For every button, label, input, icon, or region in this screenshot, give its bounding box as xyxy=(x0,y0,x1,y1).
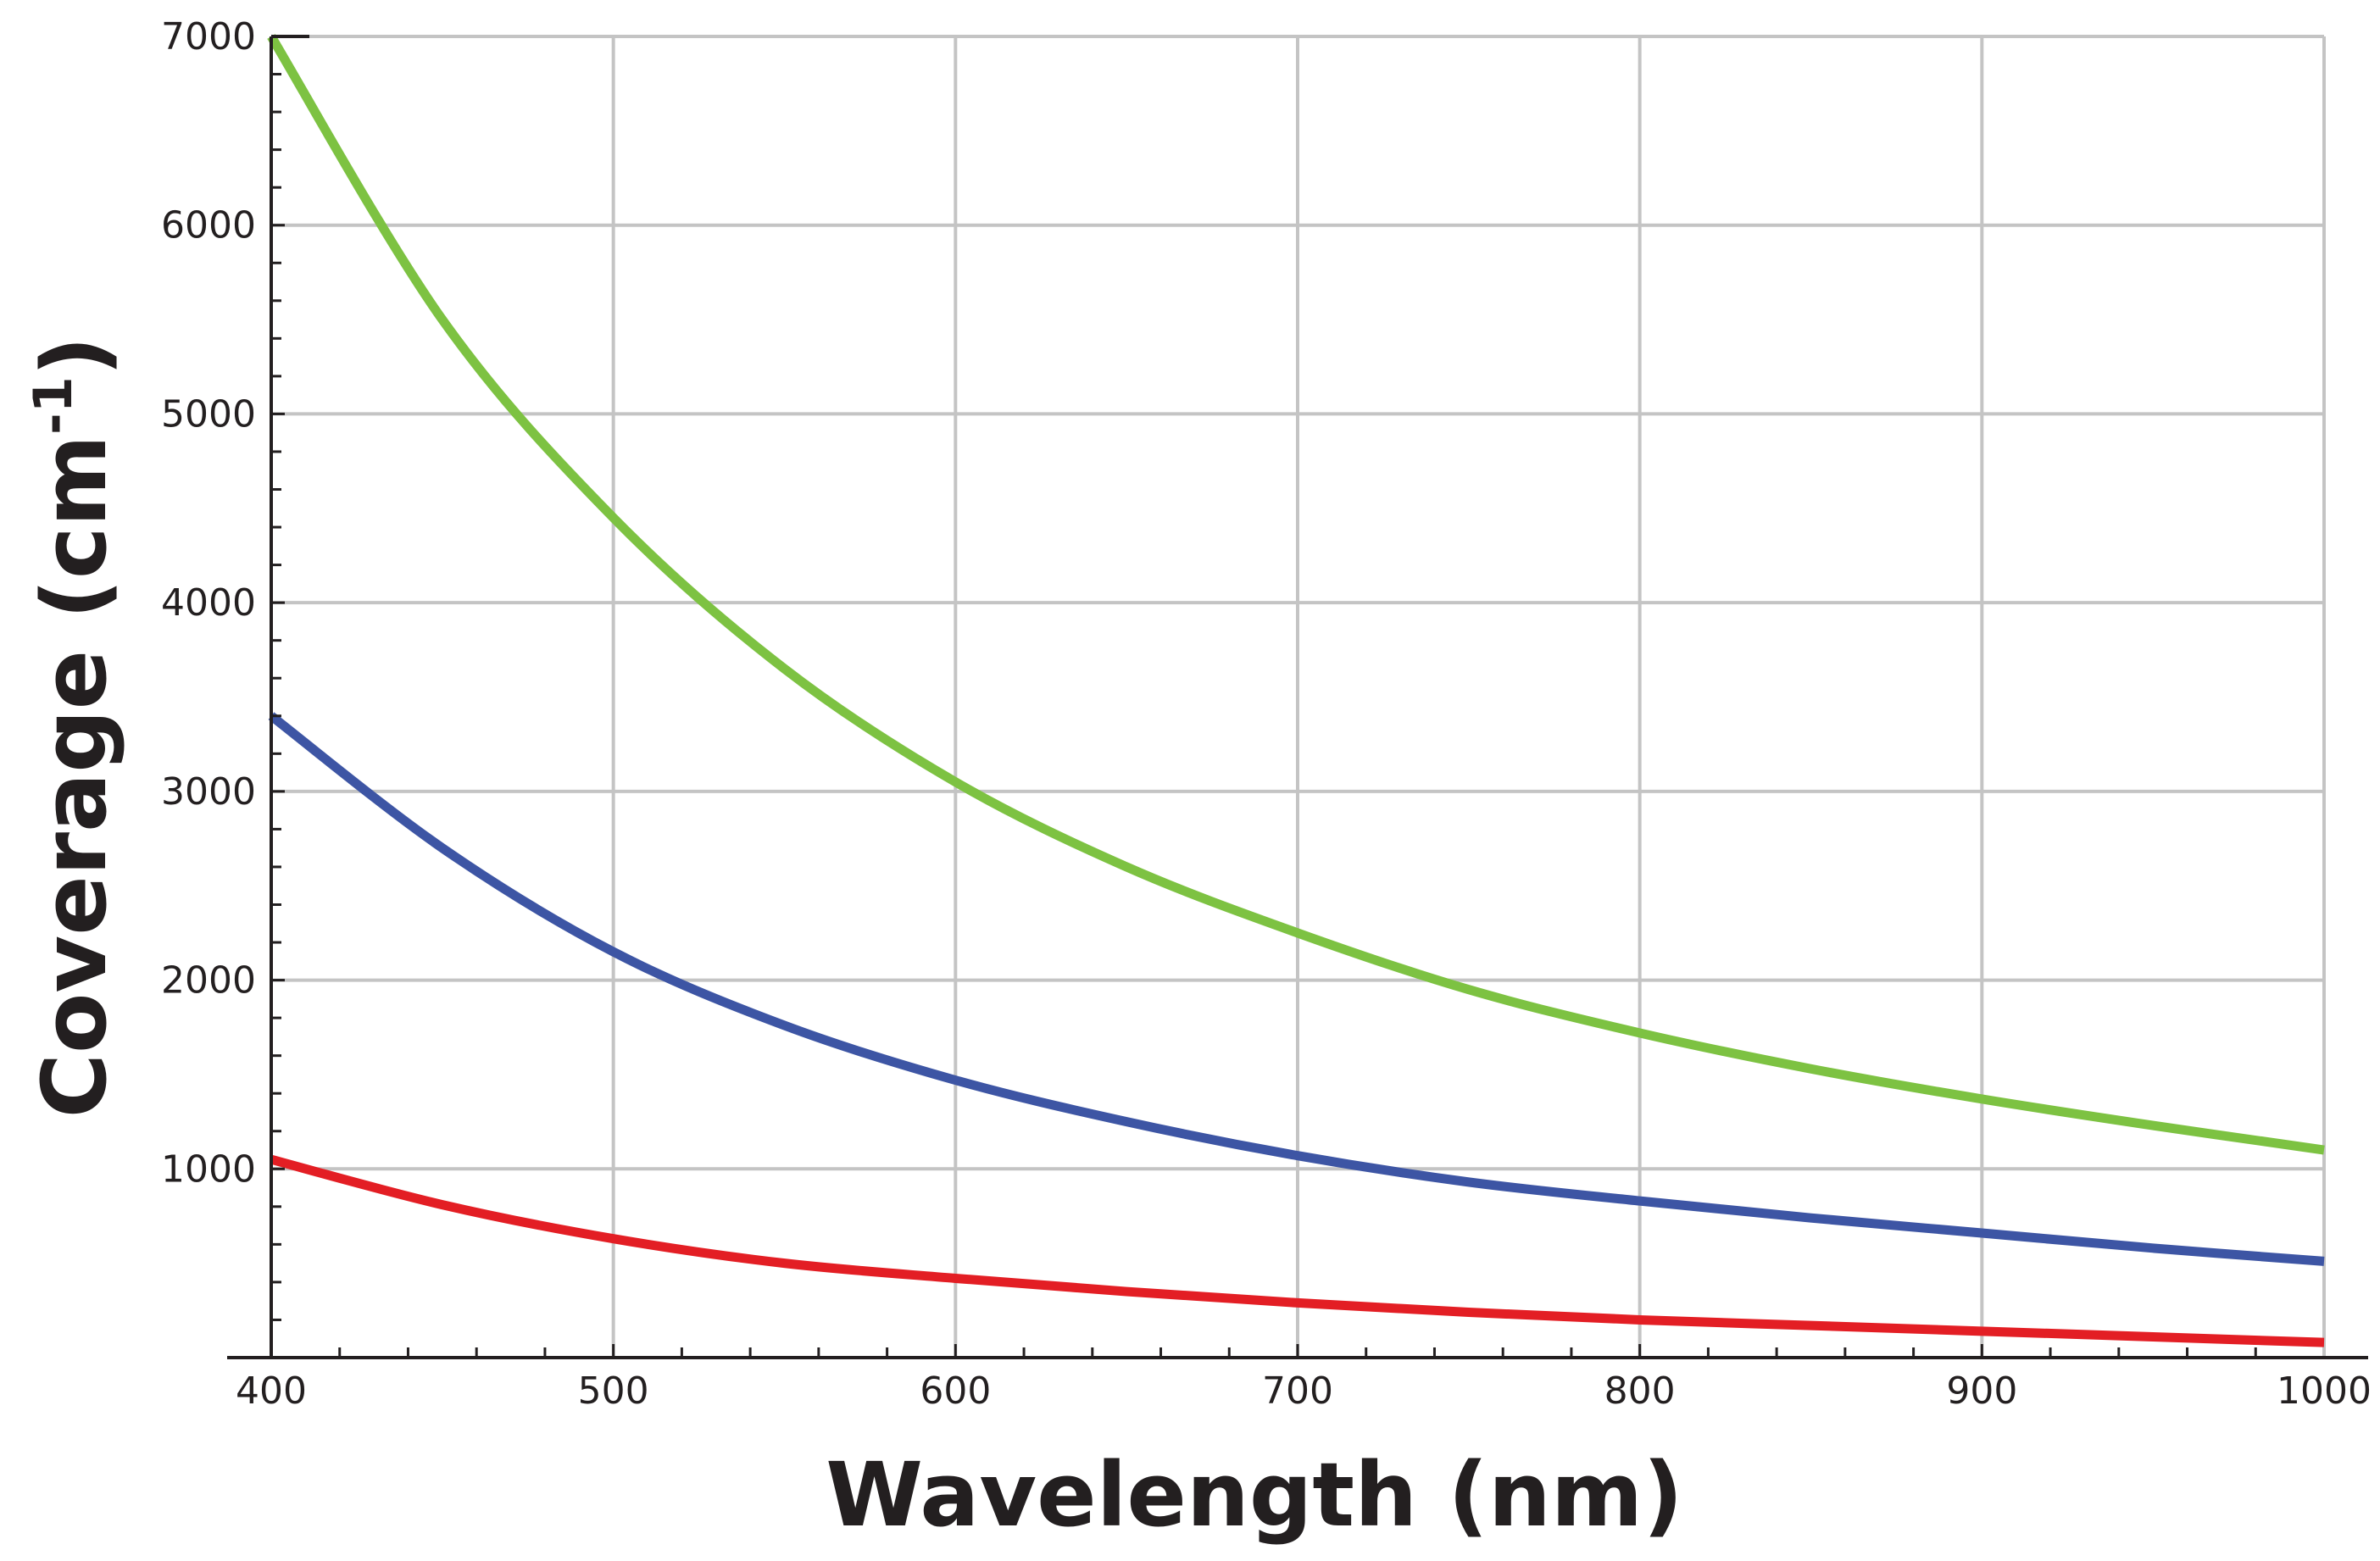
x-tick-label-600: 600 xyxy=(920,1369,991,1413)
tick-labels: 400 500 600 700 800 900 1000 1000 2000 3000 4000 50… xyxy=(161,15,2372,1413)
series-line-green xyxy=(267,34,2325,1155)
y-axis-title-main: Coverage (cm xyxy=(23,435,126,1118)
x-tick-label-500: 500 xyxy=(578,1369,649,1413)
x-axis-title: Wavelength (nm) xyxy=(826,1443,1683,1547)
grid xyxy=(271,35,2326,1358)
y-tick-label-5000: 5000 xyxy=(161,392,256,436)
y-tick-label-7000: 7000 xyxy=(161,15,256,58)
y-axis-title-superscript: -1 xyxy=(22,376,84,435)
x-tick-label-700: 700 xyxy=(1262,1369,1333,1413)
y-tick-label-3000: 3000 xyxy=(161,770,256,814)
series-line-red xyxy=(270,1154,2325,1347)
x-tick-label-400: 400 xyxy=(236,1369,307,1413)
x-tick-label-800: 800 xyxy=(1604,1369,1676,1413)
x-tick-label-900: 900 xyxy=(1946,1369,2017,1413)
y-axis-title-close: ) xyxy=(23,336,126,377)
y-tick-label-2000: 2000 xyxy=(161,959,256,1003)
y-tick-label-4000: 4000 xyxy=(161,581,256,625)
axes xyxy=(227,35,2368,1359)
y-axis-title: Coverage (cm-1) xyxy=(22,336,126,1119)
x-tick-label-1000: 1000 xyxy=(2277,1369,2372,1413)
y-tick-label-6000: 6000 xyxy=(161,204,256,247)
series-line-blue xyxy=(268,712,2325,1266)
series-group xyxy=(267,34,2325,1347)
y-tick-label-1000: 1000 xyxy=(161,1147,256,1191)
